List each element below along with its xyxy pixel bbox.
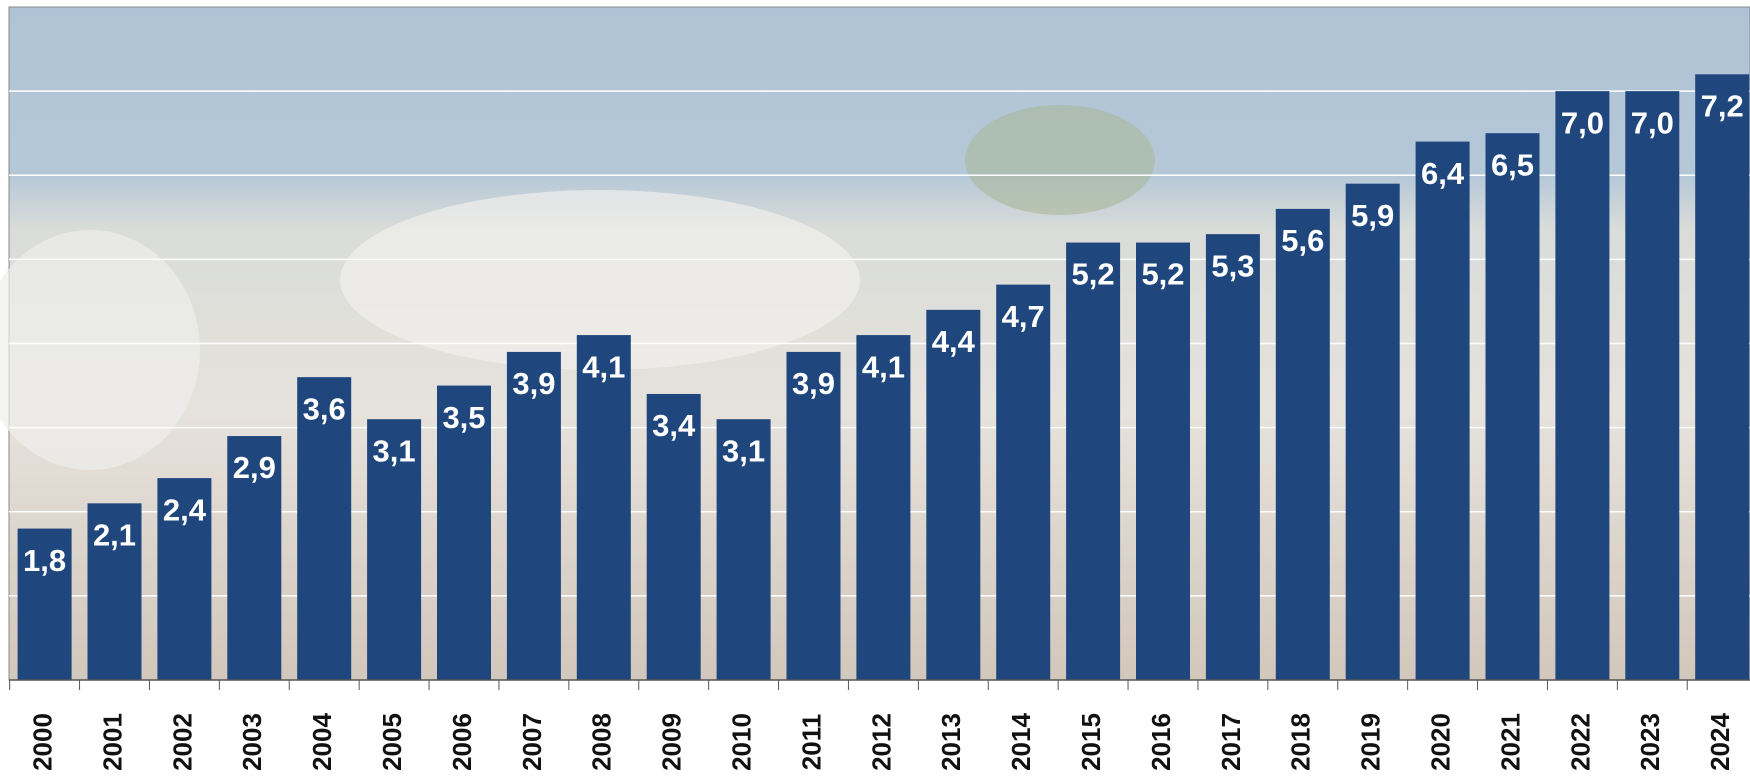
x-tick-label: 2014	[1006, 713, 1036, 771]
bar	[1205, 234, 1260, 680]
x-tick-label: 2022	[1565, 713, 1595, 771]
x-tick-label: 2002	[167, 713, 197, 771]
value-label: 1,8	[23, 543, 66, 578]
x-tick-label: 2024	[1705, 713, 1735, 771]
photo-cattle	[340, 190, 860, 370]
x-tick-label: 2003	[237, 713, 267, 771]
bar	[1695, 74, 1750, 681]
bar	[996, 284, 1051, 680]
x-tick-label: 2004	[307, 713, 337, 771]
bar	[1345, 183, 1400, 680]
value-label: 2,9	[233, 450, 276, 485]
bar	[87, 503, 142, 680]
photo-cattle	[0, 230, 200, 470]
x-tick-label: 2017	[1216, 713, 1246, 771]
bar	[367, 419, 422, 680]
value-label: 3,5	[442, 400, 485, 435]
x-tick-label: 2001	[97, 713, 127, 771]
bar	[786, 351, 841, 680]
value-label: 7,0	[1631, 105, 1674, 140]
bar	[227, 436, 282, 680]
value-label: 5,9	[1351, 198, 1394, 233]
bar	[1625, 91, 1680, 680]
value-label: 5,3	[1211, 248, 1254, 283]
value-label: 6,4	[1421, 156, 1465, 191]
x-tick-label: 2000	[27, 713, 57, 771]
x-tick-label: 2023	[1635, 713, 1665, 771]
bar	[1136, 242, 1190, 681]
value-label: 5,2	[1072, 257, 1115, 292]
bar	[926, 309, 981, 680]
value-label: 4,7	[1002, 299, 1045, 334]
value-label: 4,1	[582, 349, 625, 384]
value-label: 6,5	[1491, 147, 1534, 182]
bar	[646, 393, 701, 680]
x-tick-label: 2010	[726, 713, 756, 771]
value-label: 3,4	[652, 408, 696, 443]
value-label: 5,6	[1281, 223, 1324, 258]
bar	[1066, 242, 1121, 681]
value-label: 2,1	[93, 518, 136, 553]
x-tick-label: 2018	[1286, 713, 1316, 771]
bar	[437, 385, 491, 680]
x-tick-label: 2006	[447, 713, 477, 771]
value-label: 5,2	[1141, 257, 1184, 292]
value-label: 3,1	[373, 433, 416, 468]
value-label: 3,1	[722, 433, 765, 468]
x-tick-label: 2005	[377, 713, 407, 771]
bar	[716, 419, 771, 680]
bar	[1555, 91, 1610, 680]
value-label: 7,2	[1701, 88, 1744, 123]
x-tick-label: 2013	[936, 713, 966, 771]
value-label: 3,9	[792, 366, 835, 401]
value-label: 3,9	[512, 366, 555, 401]
photo-tree	[965, 105, 1155, 215]
x-tick-label: 2016	[1146, 713, 1176, 771]
bar	[297, 377, 352, 680]
value-label: 2,4	[163, 492, 207, 527]
bar	[1485, 133, 1540, 680]
x-tick-label: 2008	[587, 713, 617, 771]
value-label: 7,0	[1561, 105, 1604, 140]
bar	[856, 335, 911, 680]
x-tick-label: 2011	[796, 714, 826, 770]
value-label: 4,1	[862, 349, 905, 384]
x-tick-label: 2009	[657, 713, 687, 771]
value-label: 4,4	[932, 324, 976, 359]
bar	[506, 351, 561, 680]
x-tick-label: 2021	[1495, 713, 1525, 771]
x-tick-label: 2020	[1425, 713, 1455, 771]
bar	[157, 478, 212, 680]
x-tick-label: 2015	[1076, 713, 1106, 771]
x-tick-label: 2019	[1356, 713, 1386, 771]
value-label: 3,6	[303, 391, 346, 426]
bar	[1415, 141, 1470, 681]
bar	[1275, 208, 1330, 680]
x-tick-label: 2007	[517, 713, 547, 771]
x-tick-label: 2012	[866, 713, 896, 771]
bar	[576, 335, 631, 680]
bar	[17, 528, 72, 680]
